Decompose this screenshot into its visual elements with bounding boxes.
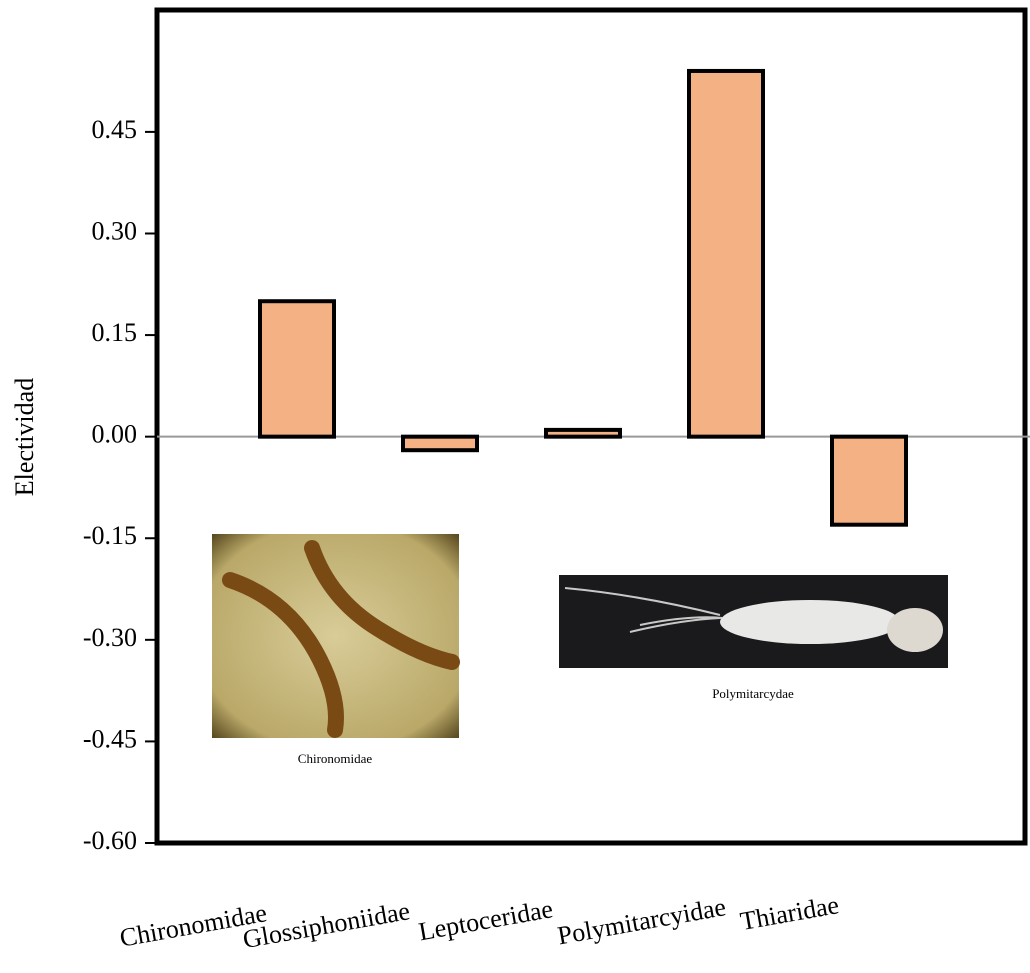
plot-frame	[154, 7, 1028, 846]
bar	[258, 299, 336, 439]
y-tick-label: -0.45	[83, 724, 137, 753]
y-tick-label: 0.15	[92, 318, 138, 347]
photo-polymitarcyidae	[559, 575, 948, 668]
bar	[544, 427, 622, 439]
y-tick-label: -0.60	[83, 826, 137, 855]
y-axis-label: Electividad	[10, 378, 39, 496]
x-tick-label: Glossiphoniidae	[241, 896, 412, 954]
photo-caption: Chironomidae	[298, 751, 373, 766]
bar	[401, 434, 479, 453]
x-tick-label: Polymitarcyidae	[555, 892, 728, 950]
x-tick-label: Leptoceridae	[416, 894, 555, 946]
y-tick-label: -0.15	[83, 521, 137, 550]
y-tick-label: 0.45	[92, 115, 138, 144]
x-tick-label: Thiaridae	[738, 890, 841, 936]
bar	[687, 68, 765, 439]
photo-chironomidae	[212, 534, 460, 738]
y-tick-label: -0.30	[83, 623, 137, 652]
y-tick-label: 0.00	[92, 420, 138, 449]
bar	[830, 434, 908, 527]
photo-caption: Polymitarcydae	[712, 686, 794, 701]
y-tick-label: 0.30	[92, 216, 138, 245]
